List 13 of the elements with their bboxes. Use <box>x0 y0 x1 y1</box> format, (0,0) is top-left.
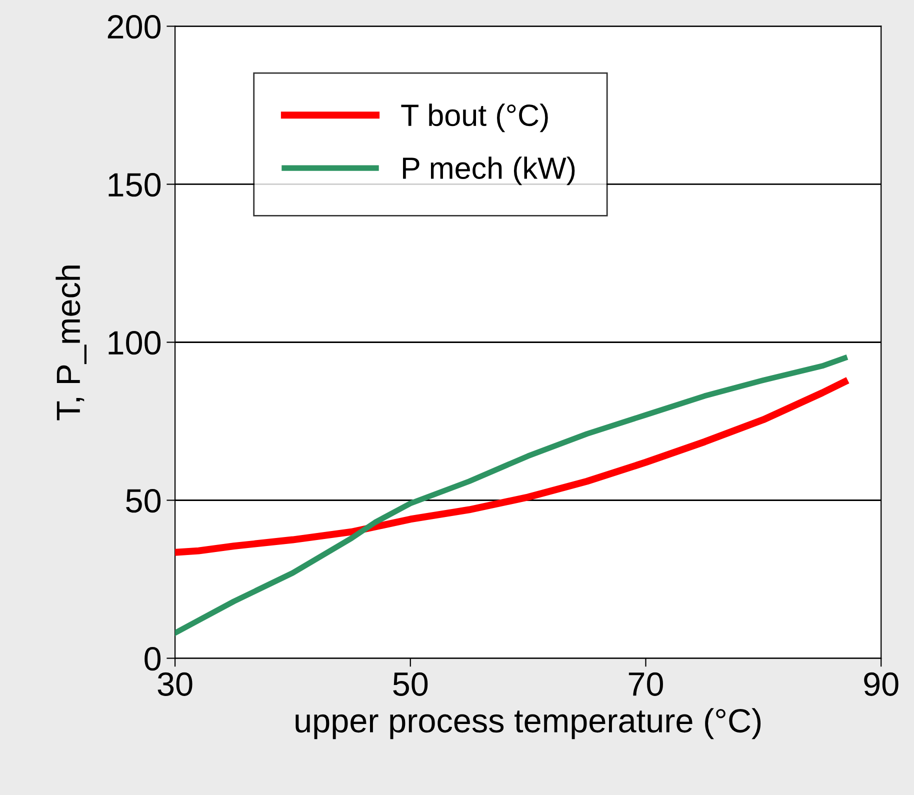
x-tick-label: 90 <box>864 672 898 696</box>
y-axis-title: T, P_mech <box>56 266 86 420</box>
y-tick-label: 0 <box>144 647 161 671</box>
y-tick-label: 50 <box>126 489 161 513</box>
y-tick-label: 150 <box>108 173 161 197</box>
y-tick-label: 100 <box>108 331 161 355</box>
legend-label: P mech (kW) <box>403 156 575 186</box>
x-axis-title: upper process temperature (°C) <box>296 708 761 740</box>
x-tick-label: 50 <box>393 672 428 696</box>
x-tick-label: 70 <box>628 672 663 696</box>
x-tick-label: 30 <box>158 672 192 696</box>
y-tick-label: 200 <box>108 15 161 39</box>
legend-label: T bout (°C) <box>401 104 548 132</box>
